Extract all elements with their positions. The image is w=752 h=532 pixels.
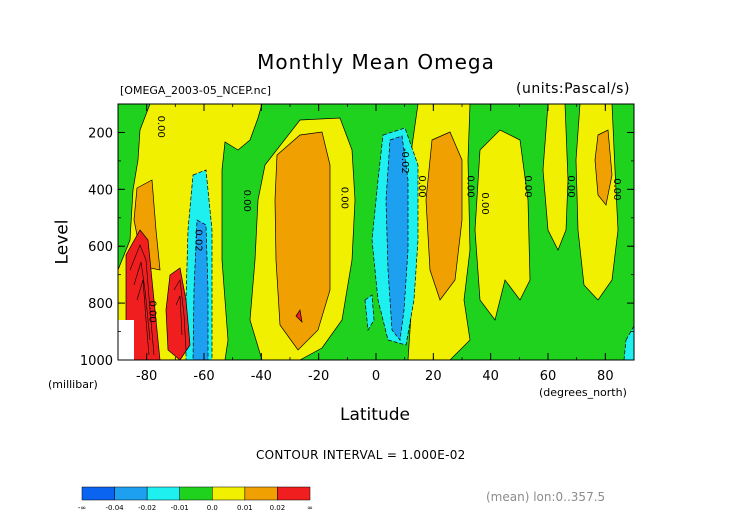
positive-region-5 (542, 104, 569, 251)
colorbar-label: 0.01 (237, 504, 253, 512)
red-region-contours (129, 244, 187, 356)
contour-label: 0.00 (416, 175, 427, 197)
red-spot (295, 309, 303, 324)
contour-label: 0.00 (147, 301, 158, 323)
negative-region-blue-2 (385, 135, 409, 341)
x-tick-label: -60 (193, 369, 214, 384)
colorbar-label: ∞ (307, 504, 313, 512)
x-tick-label: -40 (251, 369, 272, 384)
colorbar-label: -∞ (78, 504, 86, 512)
x-tick-label: 20 (425, 369, 442, 384)
x-tick-label: 80 (597, 369, 614, 384)
red-region-2 (165, 267, 191, 360)
y-tick-label: 1000 (80, 354, 113, 369)
colorbar-bin (277, 486, 311, 501)
contour-label: 0.00 (155, 116, 166, 138)
negative-region-cyan-3 (364, 294, 375, 332)
positive-region-6 (575, 104, 619, 301)
contour-labels: 0.000.020.00 0.00-0.020.00 0.000.000.00 0.0… (147, 116, 622, 323)
colorbar-bin (81, 486, 115, 501)
contour-label: 0.02 (192, 229, 203, 251)
colorbar-label: -0.01 (171, 504, 189, 512)
x-axis-label: Latitude (340, 405, 410, 425)
y-tick-label: 600 (88, 240, 113, 255)
contour-interval-label: CONTOUR INTERVAL = 1.000E-02 (256, 448, 466, 462)
colorbar-bin (179, 486, 213, 501)
y-tick-label: 200 (88, 126, 113, 141)
x-tick-label: 60 (540, 369, 557, 384)
x-tick-label: 0 (372, 369, 380, 384)
orange-region-2 (274, 131, 331, 351)
colorbar-label: 0.0 (207, 504, 218, 512)
colorbar-bin (244, 486, 278, 501)
negative-region-blue-1 (192, 219, 209, 360)
x-axis-unit: (degrees_north) (539, 386, 627, 399)
contour-label: 0.00 (241, 190, 252, 212)
orange-region-4 (594, 129, 613, 206)
colorbar-label: 0.02 (270, 504, 286, 512)
contour-label: 0.00 (522, 175, 533, 197)
colorbar: -∞ -0.04 -0.02 -0.01 0.0 0.01 0.02 ∞ (78, 486, 313, 512)
negative-region-cyan-4 (623, 325, 634, 360)
x-tick-label: -20 (308, 369, 329, 384)
y-tick-label: 800 (88, 297, 113, 312)
chart-title: Monthly Mean Omega (257, 50, 495, 74)
colorbar-label: -0.04 (106, 504, 125, 512)
contour-label: 0.00 (339, 187, 350, 209)
contour-field: 0.000.020.00 0.00-0.020.00 0.000.000.00 0.0… (118, 104, 634, 360)
mean-label: (mean) lon:0..357.5 (486, 490, 606, 504)
missing-data-area (118, 320, 134, 360)
contour-label: 0.00 (611, 178, 622, 200)
y-axis-unit: (millibar) (48, 378, 98, 391)
colorbar-bin (114, 486, 148, 501)
x-tick-label: -80 (136, 369, 157, 384)
contour-label: -0.02 (399, 148, 410, 174)
contour-label: 0.00 (565, 175, 576, 197)
file-label: [OMEGA_2003-05_NCEP.nc] (120, 84, 271, 97)
contour-label: 0.00 (479, 192, 490, 214)
colorbar-bin (212, 486, 246, 501)
orange-region-3 (425, 131, 463, 301)
units-label: (units:Pascal/s) (516, 81, 630, 97)
x-tick-label: 40 (482, 369, 499, 384)
colorbar-label: -0.02 (138, 504, 156, 512)
contour-label: 0.00 (465, 175, 476, 197)
positive-region-4 (474, 129, 531, 321)
y-tick-label: 400 (88, 183, 113, 198)
axes: -80 -60 -40 -20 0 20 40 60 80 200 400 600 800 1000 (80, 103, 635, 384)
colorbar-bin (146, 486, 180, 501)
